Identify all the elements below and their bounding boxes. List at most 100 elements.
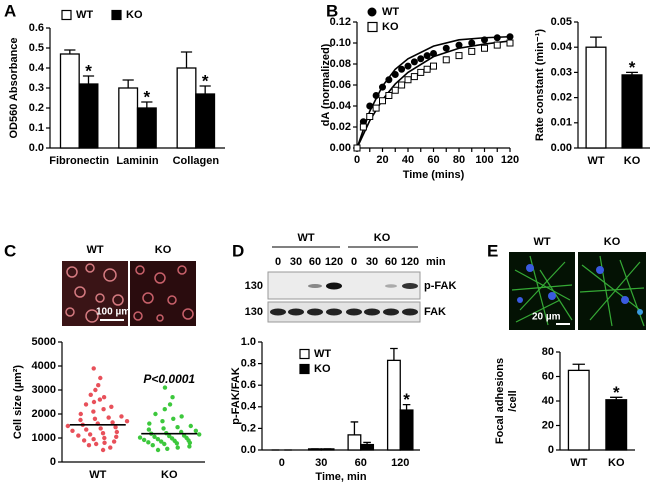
error-bar xyxy=(402,403,411,411)
error-bar xyxy=(610,396,623,400)
y-tick-label: 0.04 xyxy=(330,100,352,112)
point xyxy=(150,443,155,448)
point xyxy=(493,41,501,49)
point xyxy=(162,441,167,447)
bar xyxy=(136,107,157,149)
x-tick-label: 20 xyxy=(376,154,388,166)
error-bar xyxy=(626,71,638,75)
y-tick-label: 3000 xyxy=(32,384,56,396)
point xyxy=(398,65,406,73)
image-label: KO xyxy=(604,236,621,248)
point xyxy=(193,428,199,433)
y-tick-label: 0.00 xyxy=(330,142,351,154)
point xyxy=(165,446,170,451)
scale-bar-label: 100 µm xyxy=(96,307,130,318)
point xyxy=(379,83,386,91)
y-tick-label: 0.0 xyxy=(241,444,256,456)
y-axis-label: dA (normalized) xyxy=(320,43,332,126)
mw-label: 130 xyxy=(245,306,263,318)
panel-letter: E xyxy=(487,241,498,260)
point xyxy=(91,437,96,442)
point xyxy=(91,409,96,414)
x-tick-label: 100 xyxy=(475,154,493,166)
y-tick-label: 0.6 xyxy=(29,22,44,34)
error-bar xyxy=(64,49,76,54)
point xyxy=(86,443,92,448)
point xyxy=(187,440,193,445)
mw-label: 130 xyxy=(245,280,263,292)
point xyxy=(109,404,114,409)
y-tick-label: 0.4 xyxy=(241,401,257,413)
annotation: P<0.0001 xyxy=(143,372,195,386)
significance: * xyxy=(85,61,92,80)
point xyxy=(110,420,115,425)
blot-unit: min xyxy=(426,256,446,268)
y-tick-label: 2000 xyxy=(32,408,56,420)
point xyxy=(91,366,96,371)
error-bar xyxy=(180,51,193,68)
point xyxy=(102,440,107,445)
point xyxy=(65,423,71,429)
significance: * xyxy=(202,71,209,90)
point xyxy=(366,102,374,110)
legend-label: KO xyxy=(382,21,399,33)
y-tick-label: 0 xyxy=(548,444,554,456)
x-tick-label: Collagen xyxy=(173,155,220,167)
legend-marker xyxy=(61,9,72,21)
blot-time: 30 xyxy=(366,256,378,268)
panel-letter: C xyxy=(4,241,16,260)
point xyxy=(114,429,120,435)
blot xyxy=(267,271,421,323)
x-tick-label: WT xyxy=(587,155,604,167)
error-bar xyxy=(141,101,153,108)
point xyxy=(417,55,425,63)
point xyxy=(161,426,166,431)
point xyxy=(160,419,165,424)
y-tick-label: 60 xyxy=(542,370,554,382)
y-tick-label: 0.12 xyxy=(330,16,351,28)
point xyxy=(100,447,106,453)
y-tick-label: 0 xyxy=(50,456,56,468)
point xyxy=(379,97,386,105)
bar xyxy=(360,443,375,451)
y-tick-label: 1.0 xyxy=(241,336,256,348)
point xyxy=(155,447,161,453)
point xyxy=(410,73,418,81)
image-label: KO xyxy=(155,244,172,256)
bar xyxy=(347,434,362,451)
error-bar xyxy=(350,421,359,435)
point xyxy=(114,434,119,439)
y-tick-label: 0.4 xyxy=(29,62,45,74)
x-tick-label: WT xyxy=(89,469,106,481)
legend-label: WT xyxy=(314,348,331,360)
y-tick-label: 0.05 xyxy=(551,16,572,28)
error-bar xyxy=(590,36,602,48)
point xyxy=(391,71,399,78)
band-label: FAK xyxy=(424,306,446,318)
y-tick-label: 0.01 xyxy=(551,117,572,129)
point xyxy=(159,439,164,444)
point xyxy=(481,36,488,44)
point xyxy=(174,441,180,446)
image-label: WT xyxy=(533,236,550,248)
y-tick-label: 0.03 xyxy=(551,66,572,78)
point xyxy=(188,423,193,429)
legend-marker xyxy=(111,9,122,21)
x-tick-label: KO xyxy=(624,155,641,167)
point xyxy=(97,397,103,402)
fit-line xyxy=(356,35,511,149)
point xyxy=(152,434,157,439)
blot-time: 120 xyxy=(401,256,419,268)
significance: * xyxy=(403,390,410,409)
legend-marker xyxy=(367,7,377,17)
error-bar xyxy=(572,363,585,371)
y-tick-label: 0.8 xyxy=(241,358,256,370)
panel-letter: D xyxy=(232,241,244,260)
point xyxy=(78,417,83,423)
point xyxy=(92,416,98,421)
point xyxy=(366,113,374,120)
y-tick-label: 5000 xyxy=(32,336,56,348)
point xyxy=(493,34,501,42)
point xyxy=(385,76,393,84)
y-tick-label: 0.2 xyxy=(29,102,44,114)
